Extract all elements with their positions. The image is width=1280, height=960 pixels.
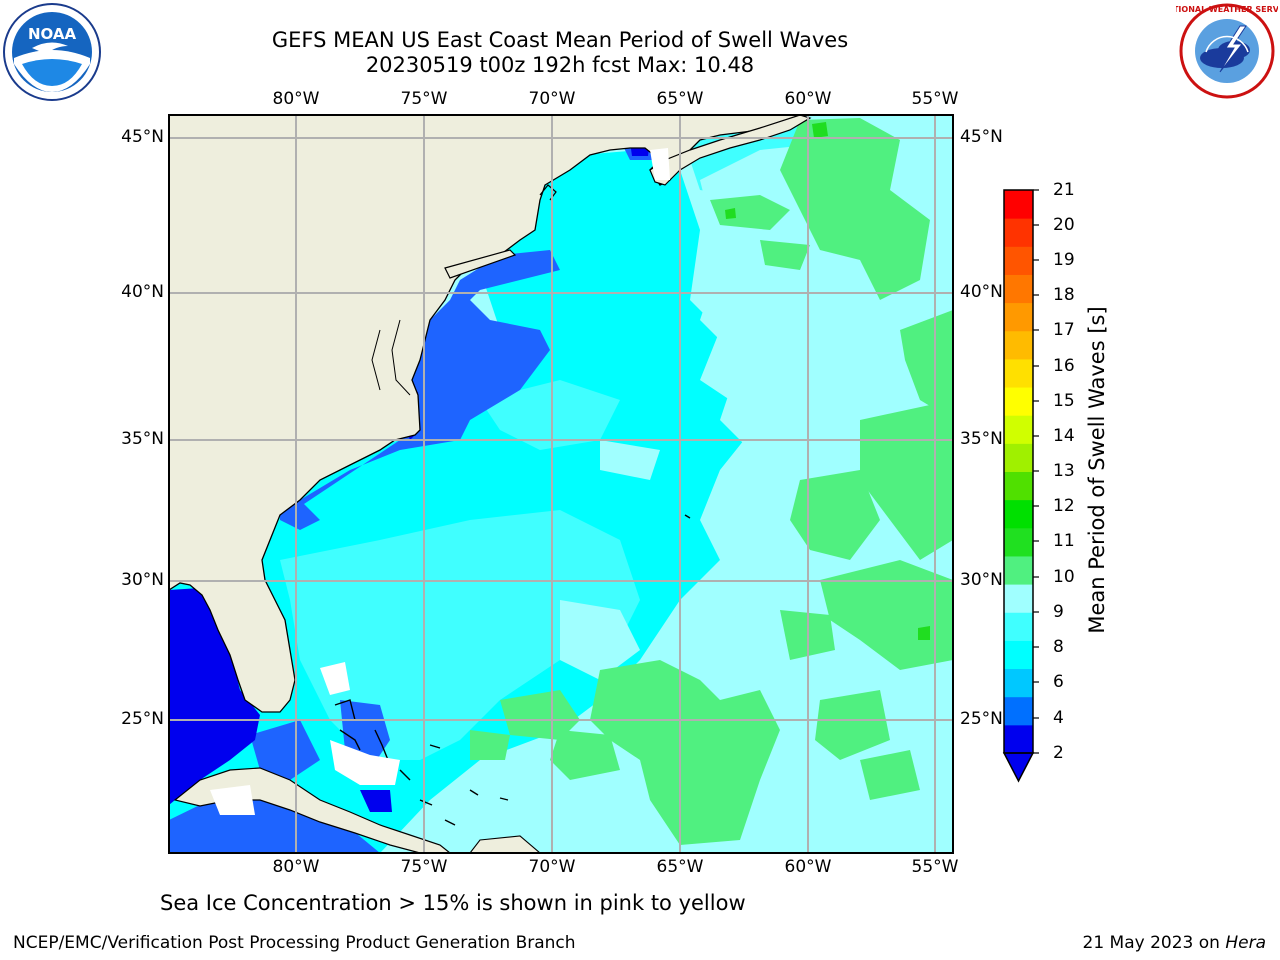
- contour-period-10-11: [725, 122, 930, 640]
- colorbar-tick-label: 11: [1053, 531, 1075, 551]
- colorbar: [1002, 189, 1039, 783]
- lat-label-right: 30°N: [960, 570, 1003, 590]
- contour-period-7-8: [280, 510, 640, 760]
- lat-label-right: 25°N: [960, 709, 1003, 729]
- colorbar-tick-label: 19: [1053, 250, 1075, 270]
- colorbar-tick-label: 6: [1053, 672, 1064, 692]
- run-date: 21 May 2023 on Hera: [1083, 933, 1267, 953]
- lon-label-bottom: 70°W: [528, 857, 576, 877]
- colorbar-segment: [1004, 190, 1033, 219]
- colorbar-segment: [1004, 443, 1033, 472]
- colorbar-tick-label: 17: [1053, 320, 1075, 340]
- lat-label-left: 30°N: [121, 570, 164, 590]
- colorbar-segment: [1004, 246, 1033, 275]
- colorbar-tick-label: 4: [1053, 708, 1064, 728]
- contour-period-2-4: [169, 588, 260, 805]
- lon-label-bottom: 75°W: [400, 857, 448, 877]
- lon-label-top: 70°W: [528, 89, 576, 109]
- colorbar-segment: [1004, 415, 1033, 444]
- lat-label-right: 40°N: [960, 282, 1003, 302]
- gridlines: [169, 115, 953, 853]
- lat-label-left: 40°N: [121, 282, 164, 302]
- colorbar-tick-label: 8: [1053, 637, 1064, 657]
- lat-label-left: 35°N: [121, 429, 164, 449]
- bahamas-islands: [334, 514, 691, 826]
- lon-label-top: 75°W: [400, 89, 448, 109]
- sea-ice-note: Sea Ice Concentration > 15% is shown in …: [160, 891, 746, 915]
- colorbar-tick-label: 15: [1053, 391, 1075, 411]
- colorbar-segment: [1004, 358, 1033, 388]
- colorbar-tick-label: 14: [1053, 426, 1075, 446]
- lat-label-left: 25°N: [121, 709, 164, 729]
- colorbar-tick-label: 12: [1053, 496, 1075, 516]
- colorbar-tick-label: 13: [1053, 461, 1075, 481]
- credit-text: NCEP/EMC/Verification Post Processing Pr…: [13, 933, 576, 953]
- colorbar-segment: [1004, 555, 1033, 585]
- colorbar-extend-arrow: [1002, 752, 1035, 783]
- colorbar-segment: [1004, 584, 1033, 613]
- colorbar-segment: [1004, 527, 1033, 557]
- date-text: 21 May 2023 on: [1082, 933, 1220, 953]
- colorbar-segment: [1004, 668, 1033, 698]
- colorbar-tick-label: 16: [1053, 356, 1075, 376]
- colorbar-segment: [1004, 499, 1033, 529]
- lon-label-bottom: 55°W: [911, 857, 959, 877]
- colorbar-tick-label: 18: [1053, 285, 1075, 305]
- nws-logo: NATIONAL WEATHER SERVICE: [1176, 3, 1278, 99]
- colorbar-segment: [1004, 724, 1033, 754]
- colorbar-tick-label: 2: [1053, 743, 1064, 763]
- host-text: Hera: [1225, 933, 1266, 953]
- lon-label-top: 60°W: [784, 89, 832, 109]
- lon-label-top: 80°W: [272, 89, 320, 109]
- colorbar-tick-label: 20: [1053, 215, 1075, 235]
- colorbar-segment: [1004, 387, 1033, 416]
- colorbar-segment: [1004, 696, 1033, 726]
- colorbar-tick-label: 10: [1053, 567, 1075, 587]
- contour-period-9-10: [470, 118, 953, 845]
- colorbar-tick-label: 21: [1053, 180, 1075, 200]
- lon-label-bottom: 65°W: [656, 857, 704, 877]
- lon-label-top: 65°W: [656, 89, 704, 109]
- map-frame: [168, 114, 954, 854]
- svg-text:NOAA: NOAA: [28, 25, 77, 43]
- contour-period-4-6: [280, 250, 560, 530]
- lon-label-top: 55°W: [911, 89, 959, 109]
- colorbar-segment: [1004, 302, 1033, 332]
- lat-label-left: 45°N: [121, 127, 164, 147]
- lon-label-bottom: 80°W: [272, 857, 320, 877]
- lat-label-right: 35°N: [960, 429, 1003, 449]
- lon-label-bottom: 60°W: [784, 857, 832, 877]
- noaa-logo: NOAA: [3, 3, 101, 101]
- chart-title: GEFS MEAN US East Coast Mean Period of S…: [271, 28, 849, 52]
- colorbar-segment: [1004, 330, 1033, 360]
- chart-subtitle: 20230519 t00z 192h fcst Max: 10.48: [365, 53, 755, 77]
- colorbar-title: Mean Period of Swell Waves [s]: [1085, 306, 1109, 634]
- colorbar-segment: [1004, 471, 1033, 501]
- colorbar-segment: [1004, 640, 1033, 670]
- colorbar-segment: [1004, 274, 1033, 304]
- colorbar-segment: [1004, 612, 1033, 641]
- colorbar-tick-label: 9: [1053, 602, 1064, 622]
- svg-text:NATIONAL WEATHER SERVICE: NATIONAL WEATHER SERVICE: [1176, 5, 1278, 14]
- colorbar-segment: [1004, 218, 1033, 247]
- lat-label-right: 45°N: [960, 127, 1003, 147]
